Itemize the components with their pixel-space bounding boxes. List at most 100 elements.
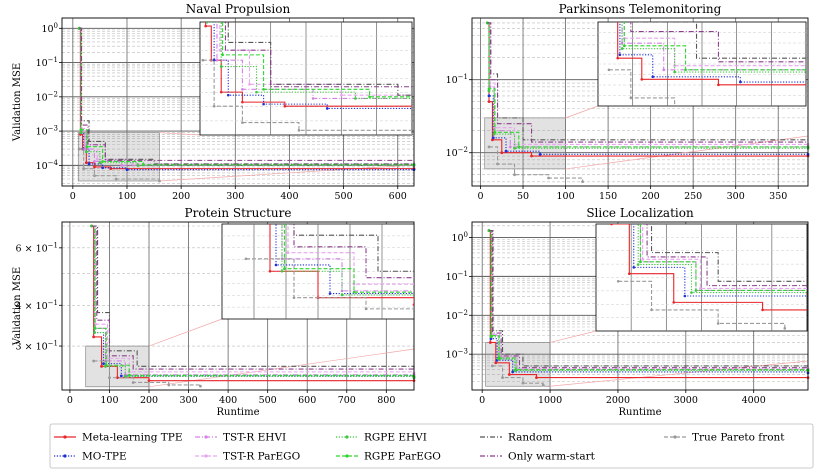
data-point xyxy=(82,167,86,171)
inset-data-point xyxy=(354,97,357,100)
inset-data-point xyxy=(683,294,687,298)
data-point xyxy=(501,376,504,380)
x-axis-ticks: 0 1000 2000 3000 4000 xyxy=(479,390,766,406)
inset-data-point xyxy=(297,129,301,132)
inset-series-group xyxy=(610,224,807,330)
x-tick-label: 4000 xyxy=(742,395,766,406)
zoom-connector xyxy=(159,132,201,136)
data-point xyxy=(517,145,521,149)
data-point xyxy=(199,384,202,388)
series-line-tst-r-parego xyxy=(91,225,415,374)
x-tick-label: 150 xyxy=(599,191,617,202)
data-point xyxy=(98,161,102,165)
x-tick-label: 300 xyxy=(727,191,745,202)
data-point xyxy=(83,147,87,151)
inset-data-point xyxy=(241,121,244,124)
x-tick-label: 1000 xyxy=(538,395,562,406)
inset-data-point xyxy=(684,68,687,72)
data-point xyxy=(494,361,498,365)
inset-data-point xyxy=(640,78,644,81)
inset-series-line xyxy=(642,224,807,290)
data-point xyxy=(504,149,508,153)
legend-label: MO-TPE xyxy=(82,451,127,463)
x-tick-label: 600 xyxy=(298,395,316,406)
inset-data-point xyxy=(274,263,278,267)
inset-series-line xyxy=(219,22,412,96)
x-tick-label: 600 xyxy=(389,191,407,202)
series-line-only-warm-start xyxy=(488,230,808,369)
inset-data-point xyxy=(340,93,343,97)
inset-data-point xyxy=(629,96,633,100)
inset-data-point xyxy=(268,269,272,273)
inset-data-point xyxy=(672,301,676,304)
series-group xyxy=(77,26,416,183)
data-point xyxy=(141,163,145,167)
data-point xyxy=(521,381,525,385)
data-point xyxy=(507,373,511,376)
legend-label: Meta-learning TPE xyxy=(82,432,183,444)
inset-data-point xyxy=(364,307,368,311)
legend-label: TST-R ParEGO xyxy=(223,451,301,463)
inset-series-line xyxy=(227,22,412,96)
y-tick-label: 10−4 xyxy=(36,159,59,172)
data-point xyxy=(488,341,492,344)
x-tick-label: 0 xyxy=(479,395,485,406)
inset-data-point xyxy=(620,41,624,45)
inset-series-line xyxy=(224,22,412,88)
legend-marker xyxy=(63,435,67,439)
data-point xyxy=(497,356,501,360)
series-line-rgpe-parego xyxy=(79,27,414,166)
data-point xyxy=(490,364,494,368)
inset-data-point xyxy=(618,53,622,57)
zoom-connector xyxy=(550,360,809,387)
zoom-region xyxy=(77,132,160,182)
data-point xyxy=(85,145,89,149)
chart-panel-4: 0 1000 2000 3000 4000 10−3 10−2 10−1 100 Slice Lo… xyxy=(446,206,810,418)
y-axis-label: Validation MSE xyxy=(12,63,23,142)
chart-title: Slice Localization xyxy=(586,206,694,220)
y-axis-ticks: 10−4 10−3 10−2 10−1 100 xyxy=(36,22,62,172)
zoom-inset xyxy=(221,191,415,320)
series-line-rgpe-parego xyxy=(487,22,808,148)
x-tick-label: 300 xyxy=(179,395,197,406)
inset-data-point xyxy=(247,191,250,194)
y-tick-label: 10−3 xyxy=(36,125,58,138)
data-point xyxy=(93,331,96,334)
zoom-inset xyxy=(199,21,413,136)
x-axis-label: Runtime xyxy=(216,407,259,418)
axes-frame xyxy=(61,17,415,187)
x-tick-label: 100 xyxy=(100,395,118,406)
inset-data-point xyxy=(241,100,244,104)
y-tick-label: 10−2 xyxy=(446,309,468,322)
data-point xyxy=(158,179,161,183)
inset-data-point xyxy=(325,107,329,110)
x-axis-ticks: 0 50 100 150 200 250 300 350 xyxy=(477,186,787,202)
x-axis-ticks: 0 100 200 300 400 500 600 xyxy=(70,186,407,202)
y-tick-label: 10−2 xyxy=(446,146,468,159)
data-point xyxy=(508,145,512,149)
x-tick-label: 100 xyxy=(118,191,136,202)
chart-panel-1: 0 100 200 300 400 500 600 10−4 10−3 10−2 10−1 100 Na… xyxy=(12,2,416,202)
legend-marker xyxy=(345,435,349,439)
y-tick-label: 6 × 10−1 xyxy=(16,241,58,254)
data-point xyxy=(101,160,105,163)
legend-item-tst-r-parego: TST-R ParEGO xyxy=(195,451,301,463)
x-tick-label: 200 xyxy=(172,191,190,202)
legend-label: RGPE EHVI xyxy=(364,432,427,444)
inset-data-point xyxy=(636,263,640,266)
data-point xyxy=(108,376,111,380)
inset-data-point xyxy=(244,257,248,261)
series-group xyxy=(485,21,810,184)
y-tick-label: 10−1 xyxy=(36,56,58,69)
series-line-mo-tpe xyxy=(79,27,414,171)
legend-item-mo-tpe: MO-TPE xyxy=(54,451,127,463)
inset-data-point xyxy=(607,68,611,72)
x-tick-label: 400 xyxy=(219,395,237,406)
inset-data-point xyxy=(673,64,676,67)
y-tick-label: 3 × 10−1 xyxy=(16,340,58,353)
inset-data-point xyxy=(218,48,222,52)
chart-title: Protein Structure xyxy=(185,206,292,220)
data-point xyxy=(95,157,99,161)
inset-series-line xyxy=(621,22,806,73)
data-point xyxy=(87,162,91,166)
